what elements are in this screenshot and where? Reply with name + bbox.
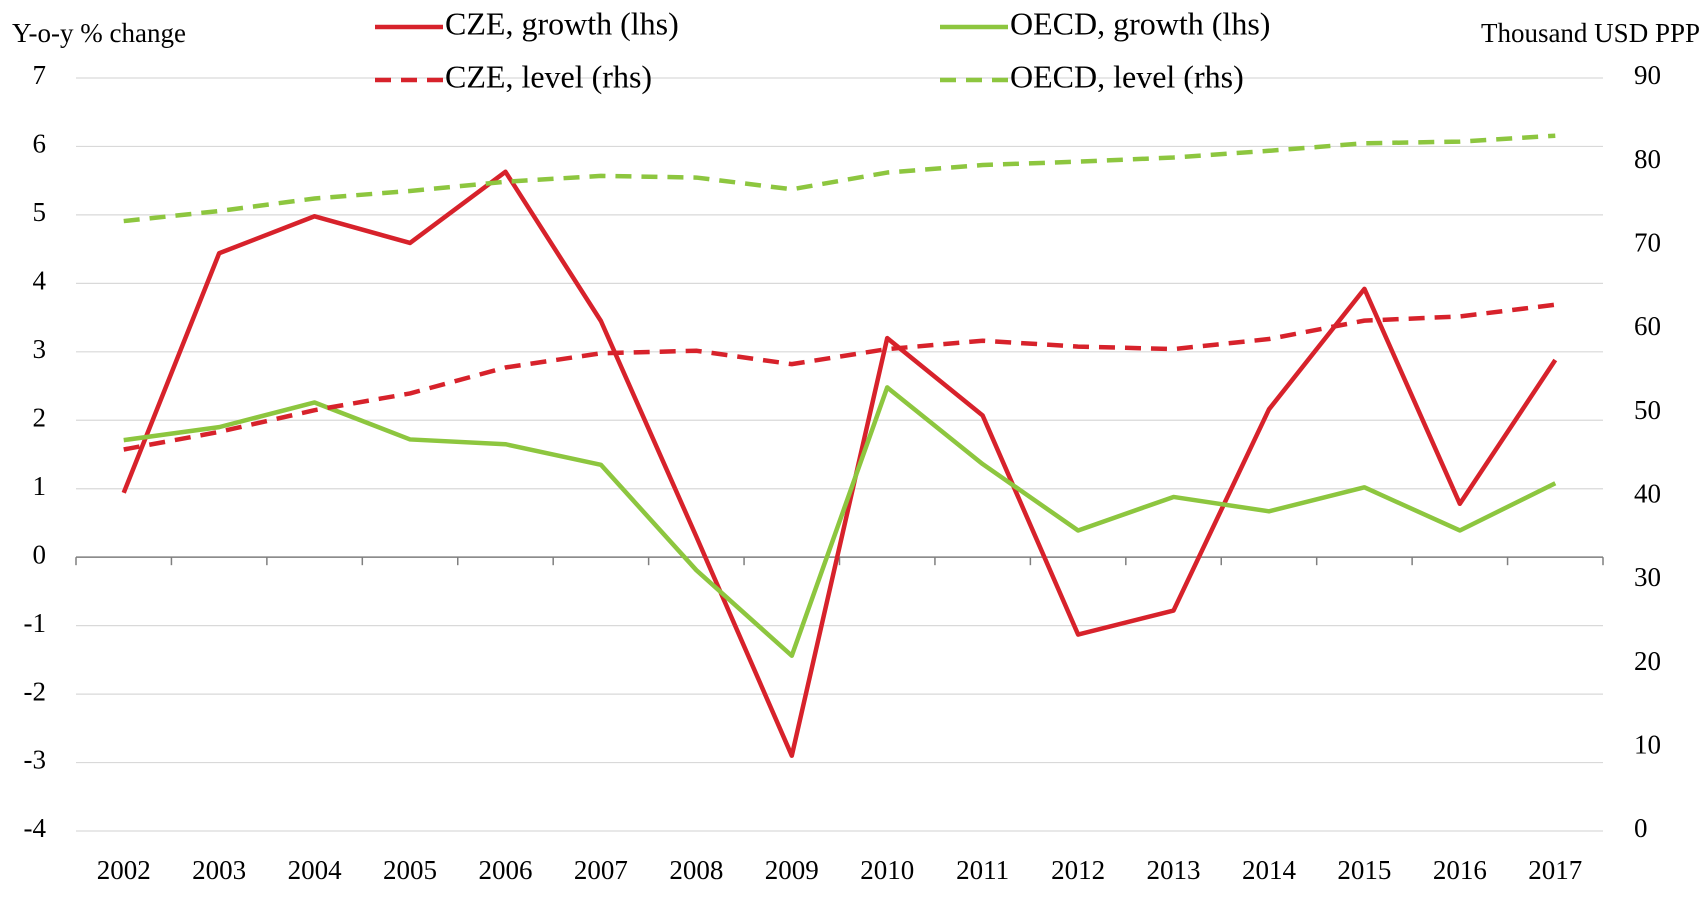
x-tick-label: 2004 <box>288 855 343 885</box>
y2-tick-label: 30 <box>1634 562 1661 592</box>
y-tick-label: 1 <box>33 471 47 501</box>
y-tick-label: 7 <box>33 60 47 90</box>
x-tick-label: 2016 <box>1433 855 1487 885</box>
series-line <box>121 169 1558 758</box>
x-tick-label: 2012 <box>1051 855 1105 885</box>
x-tick-label: 2009 <box>765 855 819 885</box>
y2-tick-label: 80 <box>1634 144 1661 174</box>
legend-label: CZE, growth (lhs) <box>445 5 679 41</box>
y-axis-title: Y-o-y % change <box>12 18 186 48</box>
y-tick-label: 2 <box>33 402 47 432</box>
y-tick-label: 5 <box>33 197 47 227</box>
series-line <box>123 302 1556 452</box>
y-tick-label: 0 <box>33 539 47 569</box>
x-tick-label: 2005 <box>383 855 437 885</box>
legend-label: CZE, level (rhs) <box>445 58 652 94</box>
x-tick-label: 2007 <box>574 855 628 885</box>
series-line <box>123 385 1557 659</box>
x-tick-label: 2013 <box>1147 855 1201 885</box>
y2-tick-label: 50 <box>1634 395 1661 425</box>
x-tick-label: 2011 <box>956 855 1009 885</box>
y2-axis-title: Thousand USD PPP <box>1481 18 1700 48</box>
x-tick-label: 2006 <box>478 855 532 885</box>
x-tick-label: 2017 <box>1528 855 1582 885</box>
y-tick-label: -1 <box>24 608 47 638</box>
legend-label: OECD, level (rhs) <box>1010 58 1244 94</box>
y-tick-label: 4 <box>33 266 47 296</box>
y2-tick-label: 90 <box>1634 60 1661 90</box>
y2-tick-label: 0 <box>1634 813 1648 843</box>
y2-tick-label: 20 <box>1634 646 1661 676</box>
x-tick-label: 2003 <box>192 855 246 885</box>
y-tick-label: 3 <box>33 334 47 364</box>
y-tick-label: -2 <box>24 676 47 706</box>
x-tick-label: 2002 <box>97 855 151 885</box>
y-tick-label: -3 <box>24 745 47 775</box>
x-tick-label: 2014 <box>1242 855 1297 885</box>
y-tick-label: -4 <box>24 813 47 843</box>
x-tick-label: 2015 <box>1337 855 1391 885</box>
y-tick-label: 6 <box>33 129 47 159</box>
y2-tick-label: 10 <box>1634 730 1661 760</box>
series-line <box>123 133 1556 224</box>
y2-tick-label: 70 <box>1634 228 1661 258</box>
legend-label: OECD, growth (lhs) <box>1010 5 1270 41</box>
x-tick-label: 2010 <box>860 855 914 885</box>
x-tick-label: 2008 <box>669 855 723 885</box>
y2-tick-label: 60 <box>1634 311 1661 341</box>
y2-tick-label: 40 <box>1634 479 1661 509</box>
